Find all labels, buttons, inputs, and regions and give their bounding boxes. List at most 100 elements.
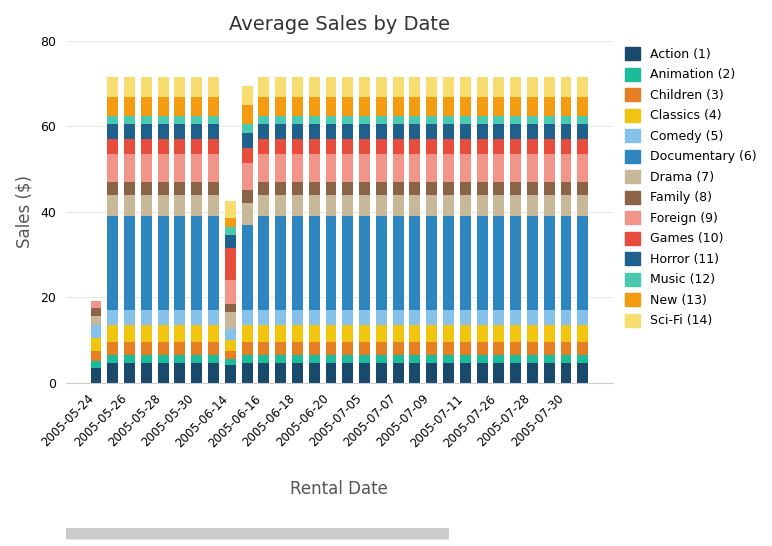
Bar bbox=[409, 195, 421, 216]
Bar bbox=[326, 139, 337, 154]
Bar bbox=[543, 310, 555, 325]
Bar bbox=[376, 342, 387, 355]
Bar bbox=[174, 363, 185, 383]
X-axis label: Rental Date: Rental Date bbox=[290, 480, 388, 498]
Bar bbox=[275, 355, 286, 363]
Bar bbox=[157, 342, 168, 355]
Bar bbox=[460, 116, 471, 124]
Bar bbox=[326, 195, 337, 216]
Bar bbox=[141, 342, 152, 355]
Bar bbox=[326, 325, 337, 342]
Bar bbox=[242, 203, 252, 224]
Bar bbox=[476, 139, 488, 154]
Bar bbox=[543, 97, 555, 116]
Bar bbox=[225, 329, 235, 340]
Bar bbox=[493, 116, 504, 124]
Bar bbox=[543, 355, 555, 363]
Bar bbox=[225, 248, 235, 280]
Bar bbox=[107, 310, 118, 325]
Bar bbox=[443, 363, 454, 383]
Bar bbox=[527, 363, 538, 383]
Bar bbox=[174, 325, 185, 342]
Bar bbox=[527, 195, 538, 216]
Bar bbox=[191, 342, 202, 355]
Bar bbox=[259, 116, 269, 124]
Bar bbox=[527, 78, 538, 97]
Bar bbox=[577, 363, 588, 383]
Bar bbox=[309, 325, 320, 342]
Bar bbox=[124, 97, 135, 116]
Bar bbox=[443, 195, 454, 216]
Bar bbox=[342, 116, 354, 124]
Bar bbox=[426, 355, 437, 363]
Y-axis label: Sales ($): Sales ($) bbox=[15, 175, 33, 248]
Bar bbox=[460, 154, 471, 182]
Bar bbox=[275, 182, 286, 195]
Bar bbox=[309, 195, 320, 216]
Bar bbox=[426, 310, 437, 325]
Bar bbox=[476, 342, 488, 355]
Bar bbox=[225, 312, 235, 329]
Bar bbox=[174, 139, 185, 154]
Bar bbox=[326, 97, 337, 116]
Bar bbox=[577, 195, 588, 216]
Bar bbox=[157, 139, 168, 154]
Bar bbox=[157, 97, 168, 116]
Bar bbox=[460, 78, 471, 97]
Bar bbox=[359, 139, 370, 154]
Bar bbox=[124, 310, 135, 325]
Bar bbox=[242, 310, 252, 325]
Bar bbox=[460, 124, 471, 139]
Bar bbox=[225, 340, 235, 351]
Bar bbox=[577, 116, 588, 124]
Bar bbox=[527, 116, 538, 124]
Bar bbox=[191, 154, 202, 182]
Bar bbox=[107, 116, 118, 124]
Bar bbox=[107, 97, 118, 116]
Bar bbox=[560, 124, 571, 139]
Bar bbox=[376, 139, 387, 154]
Bar bbox=[124, 195, 135, 216]
Bar bbox=[157, 124, 168, 139]
Bar bbox=[376, 154, 387, 182]
Bar bbox=[275, 195, 286, 216]
Bar bbox=[259, 355, 269, 363]
Bar bbox=[242, 133, 252, 148]
Bar bbox=[259, 97, 269, 116]
Bar bbox=[157, 216, 168, 310]
Bar bbox=[225, 235, 235, 248]
Bar bbox=[242, 148, 252, 163]
Bar bbox=[292, 124, 303, 139]
Bar bbox=[527, 325, 538, 342]
Bar bbox=[309, 139, 320, 154]
Bar bbox=[292, 195, 303, 216]
Bar bbox=[393, 216, 404, 310]
Bar bbox=[309, 216, 320, 310]
Bar bbox=[141, 139, 152, 154]
Bar bbox=[141, 97, 152, 116]
Bar bbox=[527, 154, 538, 182]
Bar bbox=[527, 355, 538, 363]
Bar bbox=[476, 78, 488, 97]
Bar bbox=[208, 78, 219, 97]
Bar bbox=[393, 363, 404, 383]
Bar bbox=[493, 216, 504, 310]
Bar bbox=[460, 325, 471, 342]
Bar bbox=[275, 97, 286, 116]
Bar bbox=[426, 154, 437, 182]
Bar bbox=[157, 154, 168, 182]
Bar bbox=[443, 78, 454, 97]
Bar bbox=[510, 78, 521, 97]
Bar bbox=[242, 355, 252, 363]
Bar bbox=[493, 342, 504, 355]
Bar bbox=[426, 97, 437, 116]
Bar bbox=[476, 363, 488, 383]
Bar bbox=[157, 355, 168, 363]
Bar bbox=[309, 363, 320, 383]
Bar bbox=[409, 139, 421, 154]
Bar bbox=[259, 154, 269, 182]
Bar bbox=[292, 310, 303, 325]
Bar bbox=[292, 342, 303, 355]
Bar bbox=[359, 342, 370, 355]
Bar bbox=[191, 216, 202, 310]
